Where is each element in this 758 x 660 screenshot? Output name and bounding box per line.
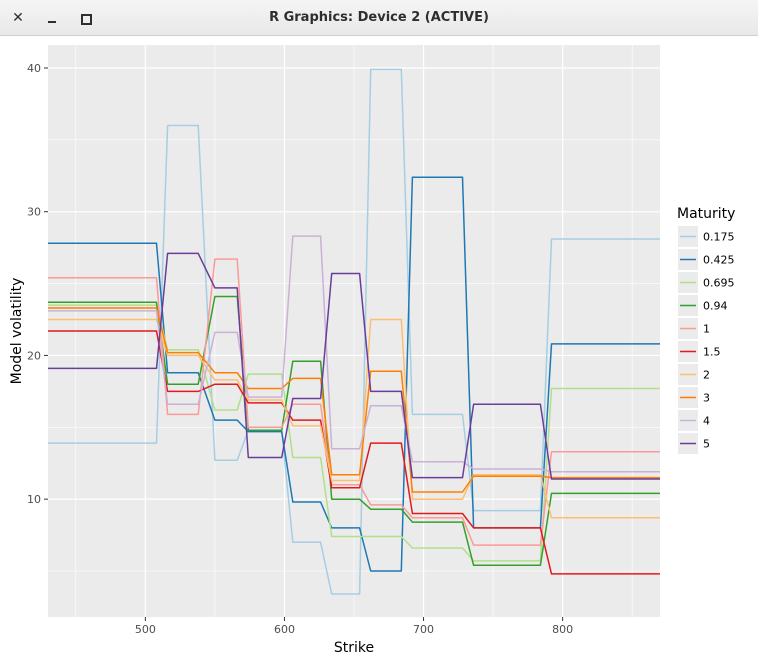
window-titlebar: ✕ R Graphics: Device 2 (ACTIVE) (0, 0, 758, 36)
legend-label: 5 (703, 438, 710, 451)
minimize-icon[interactable] (40, 6, 64, 30)
y-tick-label: 10 (27, 493, 41, 506)
legend-label: 0.695 (703, 277, 735, 290)
x-axis-label: Strike (334, 640, 374, 656)
x-axis-ticks: 500 600 700 800 (135, 617, 573, 636)
y-tick-label: 20 (27, 349, 41, 362)
legend-label: 2 (703, 369, 710, 382)
legend-label: 0.175 (703, 231, 735, 244)
x-tick-label: 600 (274, 623, 295, 636)
close-icon[interactable]: ✕ (12, 10, 24, 26)
legend-label: 4 (703, 415, 710, 428)
legend-label: 1 (703, 323, 710, 336)
legend-label: 1.5 (703, 346, 721, 359)
x-tick-label: 500 (135, 623, 156, 636)
y-tick-label: 30 (27, 206, 41, 219)
y-tick-label: 40 (27, 62, 41, 75)
y-axis-label: Model volatility (9, 278, 25, 385)
legend-label: 0.94 (703, 300, 728, 313)
series-line-3 (48, 307, 660, 493)
legend-label: 0.425 (703, 254, 735, 267)
series-line-1 (48, 258, 660, 546)
series-line-0.425 (48, 176, 660, 572)
minor-gridlines (48, 45, 660, 617)
maximize-icon[interactable] (74, 6, 98, 30)
x-tick-label: 700 (413, 623, 434, 636)
legend-label: 3 (703, 392, 710, 405)
x-tick-label: 800 (552, 623, 573, 636)
window-title: R Graphics: Device 2 (ACTIVE) (269, 10, 489, 25)
series-lines (48, 68, 660, 595)
series-line-0.175 (48, 68, 660, 595)
chart-canvas: 500 600 700 800 10 20 30 40 Strike Model volat… (0, 37, 758, 660)
series-line-5 (48, 252, 660, 480)
y-axis-ticks: 10 20 30 40 (27, 62, 48, 506)
legend: Maturity 0.175 0.425 0.695 0.94 1 1.5 2 3 4 5 (677, 206, 735, 454)
legend-title: Maturity (677, 206, 735, 222)
